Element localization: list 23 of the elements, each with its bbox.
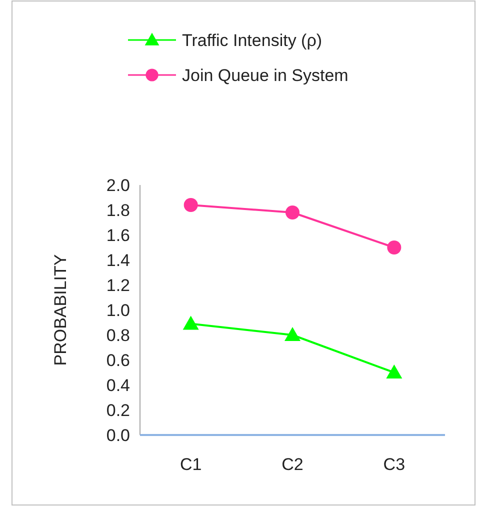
- legend-label: Join Queue in System: [182, 66, 348, 85]
- y-tick-label: 1.4: [106, 250, 130, 270]
- x-tick-label: C3: [383, 455, 406, 474]
- y-tick-label: 0.8: [106, 326, 130, 345]
- y-tick-label: 1.2: [106, 276, 130, 295]
- x-tick-label: C1: [180, 455, 202, 474]
- y-tick-label: 1.6: [106, 226, 130, 245]
- point: [387, 240, 402, 254]
- y-tick-label: 1.8: [106, 200, 130, 220]
- y-tick-label: 0.0: [106, 426, 130, 445]
- x-tick-label: C2: [282, 455, 304, 474]
- y-axis-title: PROBABILITY: [51, 254, 70, 366]
- point: [386, 364, 402, 378]
- legend-label: Traffic Intensity (ρ): [182, 31, 322, 50]
- y-tick-label: 0.4: [106, 376, 130, 395]
- y-tick-label: 0.2: [106, 400, 130, 420]
- y-tick-label: 0.6: [106, 350, 130, 370]
- point: [286, 206, 300, 220]
- y-tick-label: 1.0: [106, 300, 130, 320]
- point: [284, 327, 300, 341]
- y-tick-label: 2.0: [106, 176, 130, 195]
- point: [182, 316, 199, 330]
- point: [184, 198, 198, 212]
